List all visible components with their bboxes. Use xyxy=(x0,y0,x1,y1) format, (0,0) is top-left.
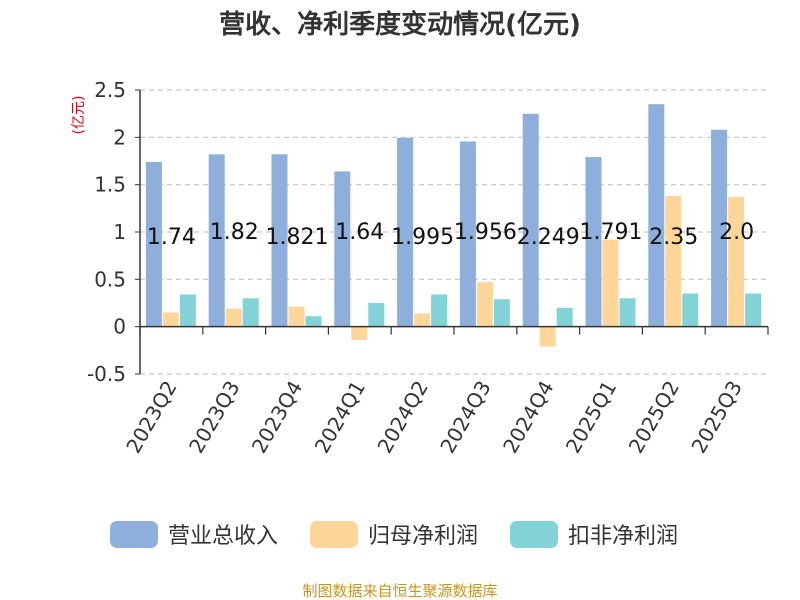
bar xyxy=(179,294,196,327)
y-tick-label: -0.5 xyxy=(87,362,126,386)
bar xyxy=(208,154,225,327)
bar xyxy=(648,104,665,327)
bar xyxy=(271,154,288,327)
bar xyxy=(745,293,762,327)
bar xyxy=(522,113,539,327)
data-labels: 1.74 1.82 1.821 1.64 1.995 1.956 2.249 1.791 2.3… xyxy=(147,220,754,250)
bar xyxy=(351,326,368,340)
bar xyxy=(225,308,242,327)
data-label: 1.995 xyxy=(391,225,454,250)
bar xyxy=(682,293,699,327)
x-tick-label: 2025Q1 xyxy=(561,377,621,458)
y-tick-label: 2 xyxy=(113,125,126,149)
bar xyxy=(619,298,636,327)
legend-label: 扣非净利润 xyxy=(568,524,678,549)
bar xyxy=(539,326,556,347)
bar xyxy=(242,298,259,327)
bar xyxy=(602,239,619,327)
data-label: 2.249 xyxy=(517,225,580,250)
data-label: 1.64 xyxy=(335,220,384,245)
x-tick-label: 2024Q4 xyxy=(498,377,558,458)
bar xyxy=(431,294,448,327)
bars xyxy=(145,104,762,347)
legend-label: 营业总收入 xyxy=(168,524,278,549)
x-tick-label: 2025Q3 xyxy=(686,377,746,458)
bar xyxy=(334,171,351,327)
data-label: 1.791 xyxy=(580,220,643,245)
y-tick-label: 1.5 xyxy=(94,173,126,197)
y-tick-label: 1 xyxy=(113,220,126,244)
x-tick-label: 2024Q2 xyxy=(372,377,432,458)
data-label: 2.35 xyxy=(649,225,698,250)
bar xyxy=(368,303,385,327)
x-tick-label: 2025Q2 xyxy=(624,377,684,458)
x-tick-label: 2024Q1 xyxy=(310,377,370,458)
data-label: 1.74 xyxy=(147,225,196,250)
bar xyxy=(145,161,162,327)
source-note: 制图数据来自恒生聚源数据库 xyxy=(302,582,497,600)
legend-swatch xyxy=(310,521,358,548)
bar xyxy=(162,312,179,327)
bar xyxy=(711,129,728,327)
bar xyxy=(459,141,476,327)
bar xyxy=(397,137,414,327)
bar xyxy=(493,299,510,327)
y-axis-unit: (亿元) xyxy=(71,96,87,135)
data-label: 1.956 xyxy=(454,220,517,245)
x-tick-label: 2023Q3 xyxy=(184,377,244,458)
x-axis-ticks: 2023Q2 2023Q3 2023Q4 2024Q1 2024Q2 2024Q3 2024… xyxy=(121,326,769,458)
y-tick-label: 2.5 xyxy=(94,78,126,102)
x-tick-label: 2023Q2 xyxy=(121,377,181,458)
bar xyxy=(476,282,493,327)
bar xyxy=(556,307,573,327)
data-label: 2.0 xyxy=(719,220,754,245)
x-tick-label: 2024Q3 xyxy=(435,377,495,458)
y-tick-label: 0 xyxy=(113,315,126,339)
bar xyxy=(728,196,745,327)
bar xyxy=(665,196,682,327)
bar xyxy=(305,316,322,327)
legend: 营业总收入 归母净利润 扣非净利润 xyxy=(110,521,678,549)
legend-swatch xyxy=(510,521,558,548)
bar xyxy=(288,306,305,327)
y-axis-ticks: -0.5 0 0.5 1 1.5 2 2.5 xyxy=(87,78,140,386)
bar xyxy=(585,157,602,327)
chart-title: 营收、净利季度变动情况(亿元) xyxy=(219,9,581,40)
x-tick-label: 2023Q4 xyxy=(247,377,307,458)
legend-swatch xyxy=(110,521,158,548)
legend-label: 归母净利润 xyxy=(368,524,478,549)
data-label: 1.82 xyxy=(210,220,259,245)
y-tick-label: 0.5 xyxy=(94,267,126,291)
data-label: 1.821 xyxy=(266,225,329,250)
bar xyxy=(414,313,431,327)
